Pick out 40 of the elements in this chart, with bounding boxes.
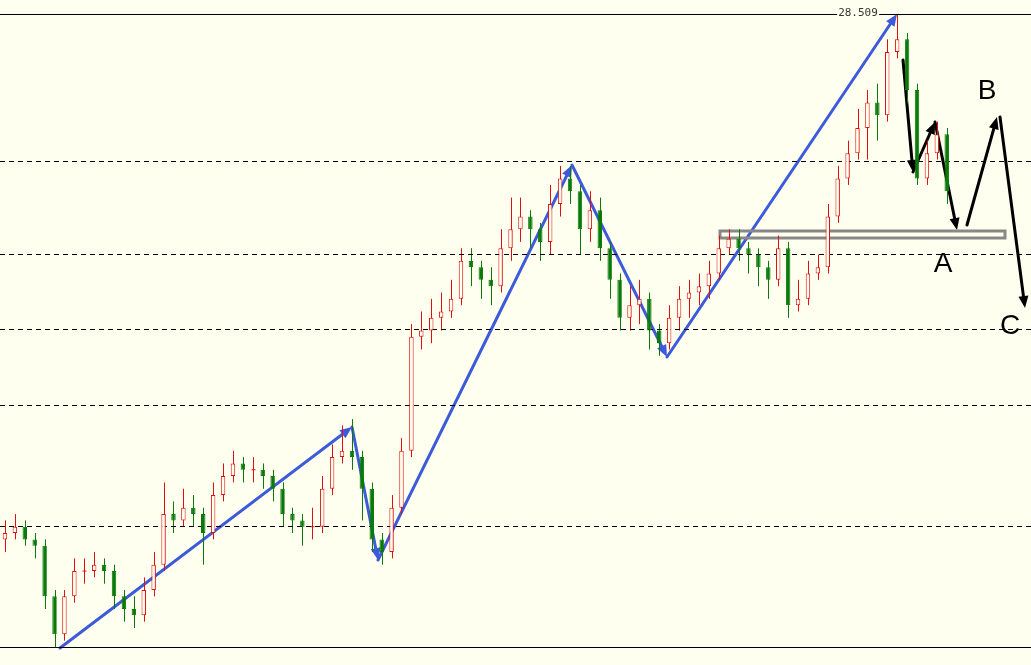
candlestick bbox=[171, 500, 176, 534]
candlestick bbox=[756, 247, 761, 287]
candlestick bbox=[240, 456, 246, 483]
candlestick bbox=[736, 228, 741, 262]
candlestick bbox=[875, 83, 880, 142]
candlestick bbox=[251, 456, 256, 483]
candlestick bbox=[855, 108, 860, 161]
candlestick bbox=[270, 469, 275, 502]
candlestick bbox=[508, 197, 513, 262]
candlestick bbox=[419, 311, 424, 350]
annotation: C bbox=[999, 309, 1021, 340]
candlestick bbox=[845, 140, 850, 186]
candlestick bbox=[637, 279, 642, 325]
candlestick bbox=[528, 209, 533, 249]
candlestick bbox=[488, 266, 493, 306]
candlestick bbox=[538, 222, 543, 262]
candlestick bbox=[696, 273, 702, 306]
candlestick bbox=[191, 494, 196, 528]
candlestick bbox=[815, 254, 821, 281]
annotation: B bbox=[977, 74, 997, 105]
candlestick bbox=[310, 507, 315, 540]
candlestick bbox=[290, 507, 295, 534]
candlestick bbox=[181, 488, 186, 528]
candlestick bbox=[151, 551, 156, 597]
candlestick bbox=[518, 197, 523, 243]
annotation: 28.509 bbox=[837, 5, 879, 19]
candlestick bbox=[82, 557, 87, 585]
candlestick bbox=[260, 462, 265, 490]
annotation: A bbox=[933, 247, 953, 278]
candlestick bbox=[32, 532, 37, 559]
candlestick bbox=[726, 228, 731, 256]
candlestick bbox=[379, 532, 384, 566]
candlestick bbox=[716, 235, 721, 281]
candlestick bbox=[746, 241, 751, 275]
candlestick bbox=[280, 481, 285, 528]
candlestick bbox=[72, 557, 77, 604]
candlestick bbox=[300, 513, 305, 547]
candlestick bbox=[865, 89, 870, 161]
candlestick bbox=[627, 285, 632, 331]
candlestick bbox=[766, 260, 771, 300]
